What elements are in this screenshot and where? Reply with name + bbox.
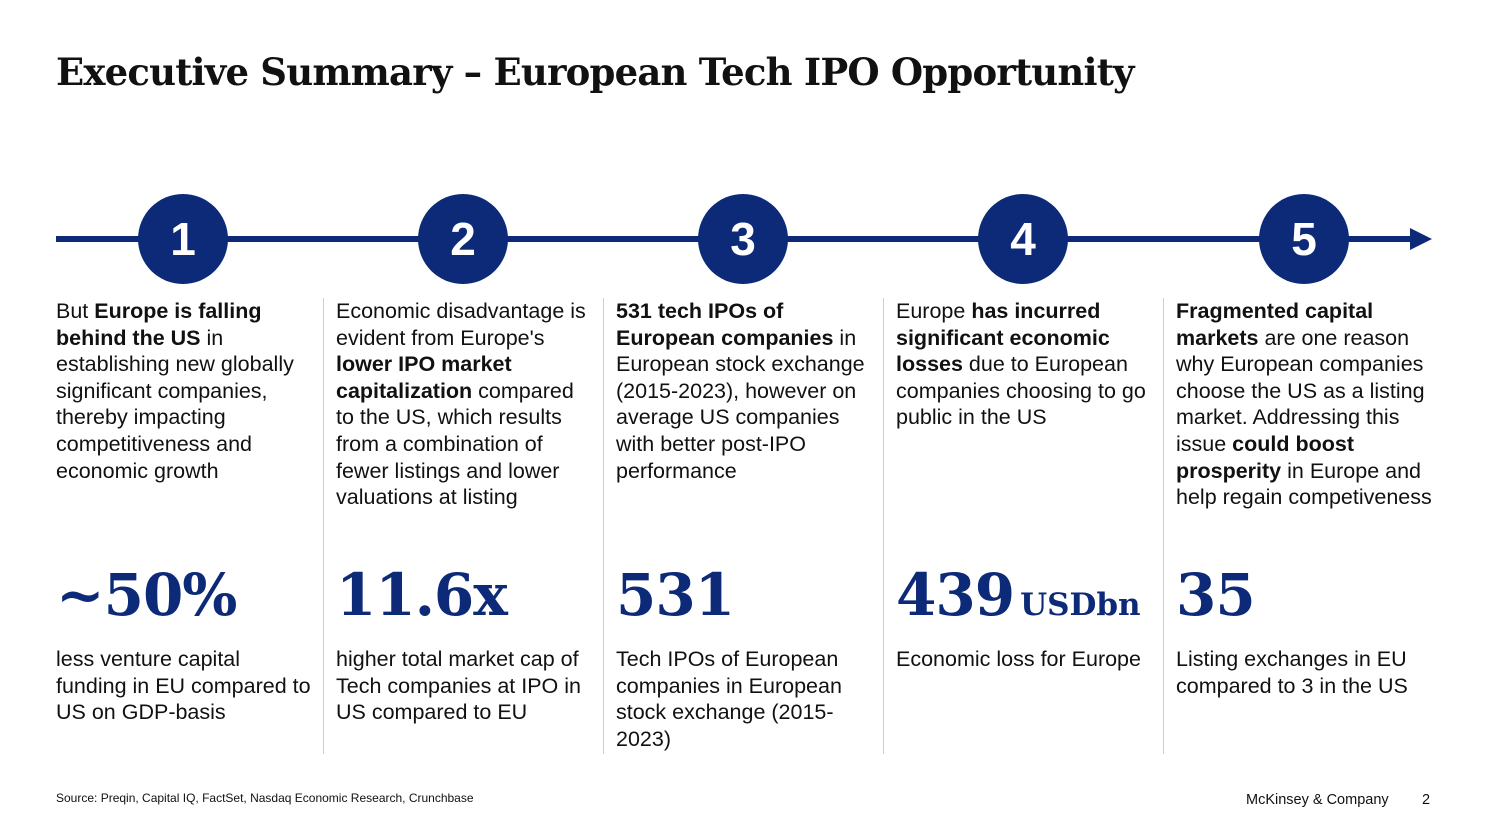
step-3-circle: 3 bbox=[698, 194, 788, 284]
column-description: But Europe is falling behind the US in e… bbox=[56, 298, 314, 484]
description-text: in establishing new globally significant… bbox=[56, 325, 294, 483]
column-divider bbox=[603, 298, 604, 754]
description-text: are one reason why European companies ch… bbox=[1176, 325, 1425, 456]
description-text: Europe bbox=[896, 299, 972, 323]
page-number: 2 bbox=[1422, 792, 1431, 808]
description-text: in Europe and help regain competiveness bbox=[1176, 458, 1432, 510]
page-title: Executive Summary – European Tech IPO Op… bbox=[56, 50, 1135, 94]
description-emphasis: Fragmented capital markets bbox=[1176, 299, 1374, 350]
source-note: Source: Preqin, Capital IQ, FactSet, Nas… bbox=[56, 791, 474, 805]
column-divider bbox=[323, 298, 324, 754]
column-divider bbox=[883, 298, 884, 754]
key-stat-value: 35 bbox=[1176, 561, 1256, 629]
step-2-circle: 2 bbox=[418, 194, 508, 284]
description-text: due to European companies choosing to go… bbox=[896, 352, 1146, 430]
column-description: Fragmented capital markets are one reaso… bbox=[1176, 298, 1434, 511]
summary-column-5: Fragmented capital markets are one reaso… bbox=[1176, 298, 1434, 698]
key-stat-value: 439 bbox=[896, 561, 1015, 629]
key-stat-label: Economic loss for Europe bbox=[896, 647, 1141, 671]
description-emphasis: has incurred significant economic losses bbox=[896, 299, 1110, 377]
description-text: But bbox=[56, 299, 95, 323]
key-stat-label: Listing exchanges in EU compared to 3 in… bbox=[1176, 647, 1408, 698]
description-emphasis: Europe is falling behind the US bbox=[56, 299, 262, 350]
key-stat-label: less venture capital funding in EU compa… bbox=[56, 647, 311, 725]
description-emphasis: 531 tech IPOs of European companies bbox=[616, 299, 834, 350]
column-description: Economic disadvantage is evident from Eu… bbox=[336, 298, 594, 511]
key-stat-label: higher total market cap of Tech companie… bbox=[336, 647, 581, 725]
step-1-circle: 1 bbox=[138, 194, 228, 284]
key-stat-label: Tech IPOs of European companies in Europ… bbox=[616, 647, 842, 751]
summary-column-1: But Europe is falling behind the US in e… bbox=[56, 298, 314, 724]
timeline-arrowhead-icon bbox=[1410, 228, 1432, 250]
key-stat-value: 531 bbox=[616, 561, 735, 629]
summary-column-4: Europe has incurred significant economic… bbox=[896, 298, 1154, 671]
summary-column-2: Economic disadvantage is evident from Eu… bbox=[336, 298, 594, 724]
description-emphasis: could boost prosperity bbox=[1176, 431, 1354, 483]
key-stat-value: 11.6x bbox=[336, 561, 508, 629]
summary-column-3: 531 tech IPOs of European companies in E… bbox=[616, 298, 874, 751]
column-description: Europe has incurred significant economic… bbox=[896, 298, 1154, 431]
key-stat: 439 USDbn bbox=[896, 560, 1141, 640]
column-description: 531 tech IPOs of European companies in E… bbox=[616, 298, 874, 484]
description-emphasis: lower IPO market capitalization bbox=[336, 352, 512, 403]
key-stat-value: ~50% bbox=[56, 561, 237, 629]
step-5-circle: 5 bbox=[1259, 194, 1349, 284]
brand-name: McKinsey & Company bbox=[1246, 792, 1389, 808]
step-4-circle: 4 bbox=[978, 194, 1068, 284]
description-text: in European stock exchange (2015-2023), … bbox=[616, 325, 865, 483]
key-stat: 35 bbox=[1176, 560, 1261, 640]
description-text: Economic disadvantage is evident from Eu… bbox=[336, 299, 586, 350]
description-text: compared to the US, which results from a… bbox=[336, 378, 574, 510]
column-divider bbox=[1163, 298, 1164, 754]
key-stat-unit: USDbn bbox=[1020, 587, 1141, 623]
key-stat: 531 bbox=[616, 560, 740, 640]
key-stat: 11.6x bbox=[336, 560, 513, 640]
key-stat: ~50% bbox=[56, 560, 242, 640]
